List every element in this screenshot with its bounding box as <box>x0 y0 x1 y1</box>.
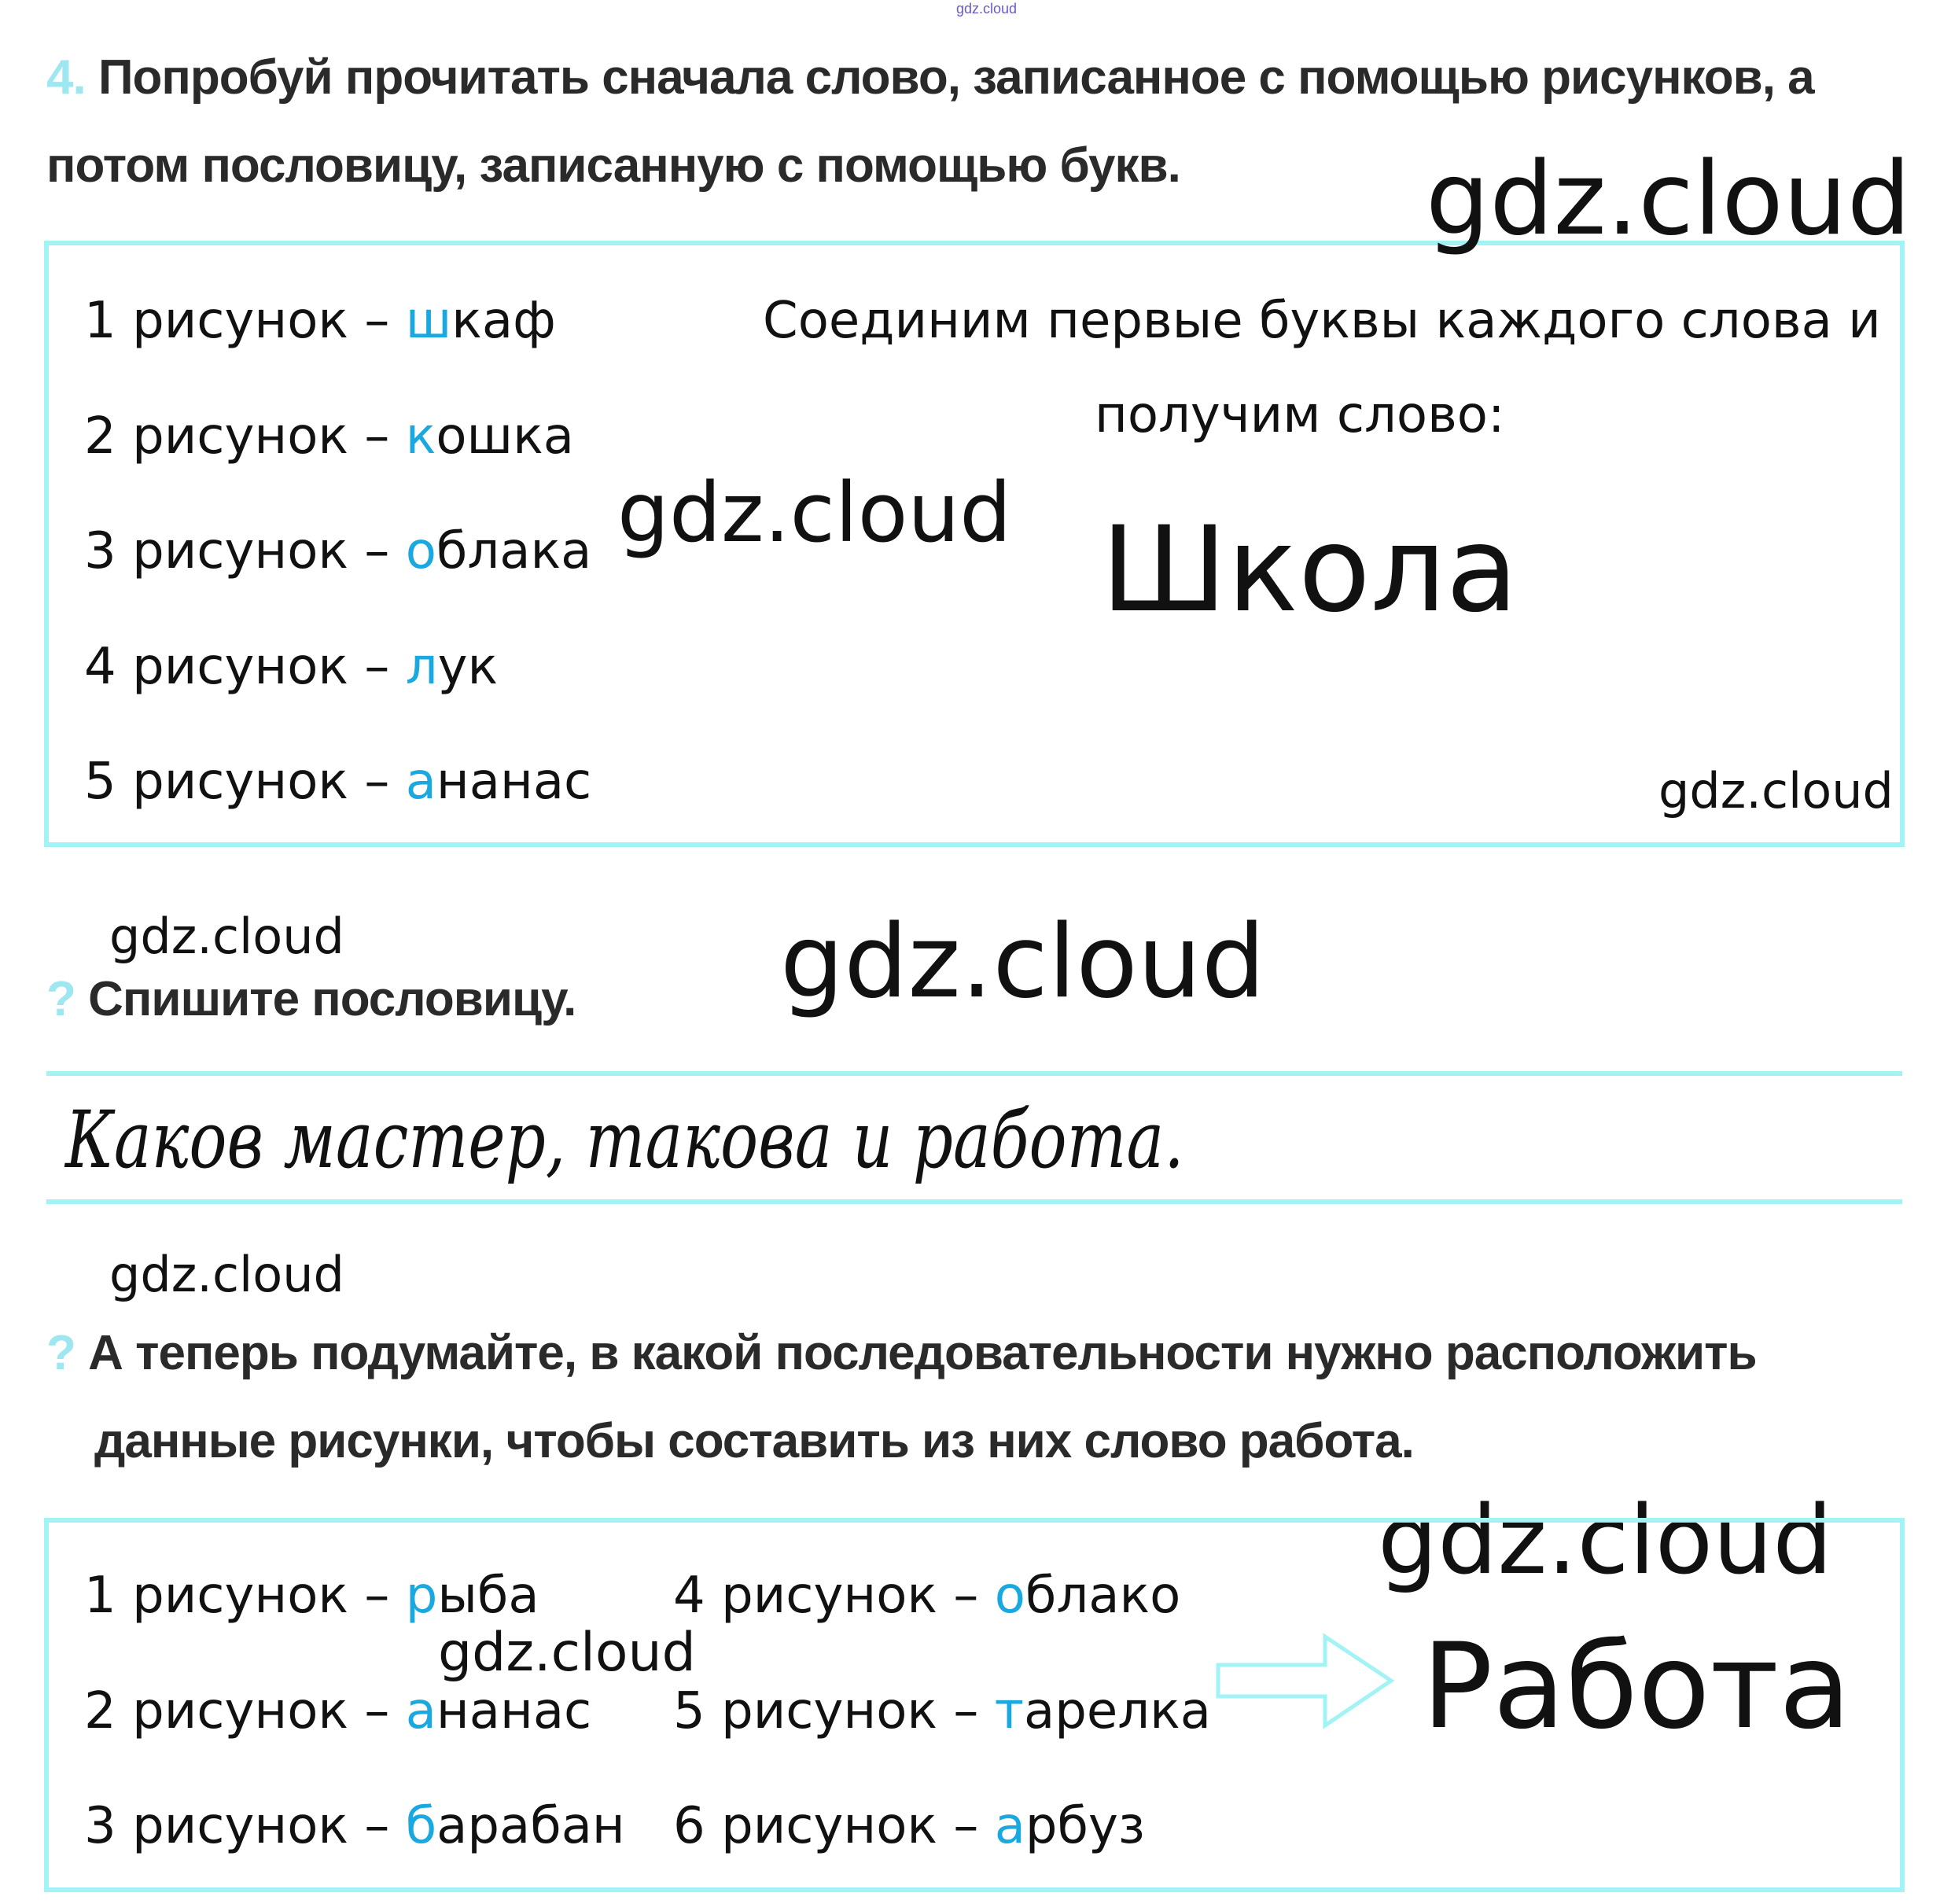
picture-item: 2 рисунок – кошка <box>84 411 574 462</box>
item-text: арабан <box>436 1797 625 1855</box>
right-arrow-icon <box>1216 1633 1395 1729</box>
task-number: 4. <box>46 50 87 105</box>
picture-item: 4 рисунок – лук <box>84 642 498 692</box>
item-text: каф <box>451 292 556 350</box>
top-watermark: gdz.cloud <box>956 1 1018 17</box>
first-letter: о <box>405 522 436 580</box>
item-text: 3 рисунок – <box>84 522 406 580</box>
item-text: 2 рисунок – <box>84 407 406 466</box>
task-line-2: потом пословицу, записанную с помощью бу… <box>46 138 1181 193</box>
item-text: 4 рисунок – <box>84 638 406 696</box>
first-letter: т <box>994 1682 1024 1740</box>
item-text: 5 рисунок – <box>84 753 406 811</box>
watermark: gdz.cloud <box>109 908 344 965</box>
item-text: блака <box>436 522 592 580</box>
answer-word-1: Школа <box>1101 502 1518 639</box>
watermark: gdz.cloud <box>1426 141 1911 258</box>
item-text: ошка <box>436 407 574 466</box>
question-mark-icon: ? <box>46 972 76 1026</box>
first-letter: а <box>994 1797 1025 1855</box>
picture-item: 4 рисунок – облако <box>673 1571 1180 1621</box>
picture-item: 5 рисунок – тарелка <box>673 1686 1211 1736</box>
watermark: gdz.cloud <box>109 1246 344 1303</box>
first-letter: ш <box>405 292 452 350</box>
question-2-line-1: ? А теперь подумайте, в какой последоват… <box>46 1326 1758 1380</box>
watermark: gdz.cloud <box>438 1622 696 1684</box>
item-text: нанас <box>436 1682 592 1740</box>
watermark: gdz.cloud <box>1378 1486 1833 1596</box>
task-line-1: 4. Попробуй прочитать сначала слово, зап… <box>46 50 1815 105</box>
picture-item: 1 рисунок – рыба <box>84 1571 539 1621</box>
picture-item: 6 рисунок – арбуз <box>673 1801 1145 1851</box>
first-letter: о <box>994 1567 1025 1625</box>
picture-item: 5 рисунок – ананас <box>84 757 591 807</box>
item-text: нанас <box>436 753 592 811</box>
question-2-text-1: А теперь подумайте, в какой последовател… <box>88 1326 1758 1380</box>
first-letter: а <box>405 1682 436 1740</box>
question-1: ? Спишите пословицу. <box>46 975 576 1024</box>
first-letter: б <box>405 1797 437 1855</box>
item-text: ыба <box>437 1567 539 1625</box>
watermark: gdz.cloud <box>1658 762 1894 819</box>
item-text: арелка <box>1023 1682 1211 1740</box>
item-text: 3 рисунок – <box>84 1797 406 1855</box>
item-text: 1 рисунок – <box>84 292 406 350</box>
item-text: 2 рисунок – <box>84 1682 406 1740</box>
item-text: 1 рисунок – <box>84 1567 406 1625</box>
question-1-text: Спишите пословицу. <box>88 972 576 1026</box>
item-text: ук <box>437 638 499 696</box>
picture-item: 3 рисунок – облака <box>84 526 591 576</box>
item-text: 4 рисунок – <box>673 1567 995 1625</box>
explain-line-1: Соединим первые буквы каждого слова и <box>763 292 1881 350</box>
explain-line-2: получим слово: <box>1095 386 1505 444</box>
item-text: 5 рисунок – <box>673 1682 995 1740</box>
first-letter: р <box>405 1567 438 1625</box>
watermark: gdz.cloud <box>780 904 1265 1021</box>
picture-item: 3 рисунок – барабан <box>84 1801 625 1851</box>
task-text-1: Попробуй прочитать сначала слово, записа… <box>98 50 1815 105</box>
picture-item: 1 рисунок – шкаф <box>84 296 556 346</box>
writing-line-top <box>46 1071 1902 1076</box>
first-letter: л <box>405 638 438 696</box>
first-letter: к <box>405 407 436 466</box>
watermark: gdz.cloud <box>617 465 1012 561</box>
proverb-text: Каков мастер, такова и работа. <box>65 1094 1184 1186</box>
answer-box-1 <box>44 241 1905 847</box>
answer-word-2: Работа <box>1422 1619 1851 1755</box>
question-2-line-2: данные рисунки, чтобы составить из них с… <box>94 1414 1415 1468</box>
answer-box-2 <box>44 1518 1905 1892</box>
item-text: 6 рисунок – <box>673 1797 995 1855</box>
writing-line-bottom <box>46 1199 1902 1204</box>
item-text: рбуз <box>1025 1797 1145 1855</box>
first-letter: а <box>405 753 436 811</box>
item-text: блако <box>1025 1567 1181 1625</box>
picture-item: 2 рисунок – ананас <box>84 1686 591 1736</box>
question-mark-icon: ? <box>46 1326 76 1380</box>
